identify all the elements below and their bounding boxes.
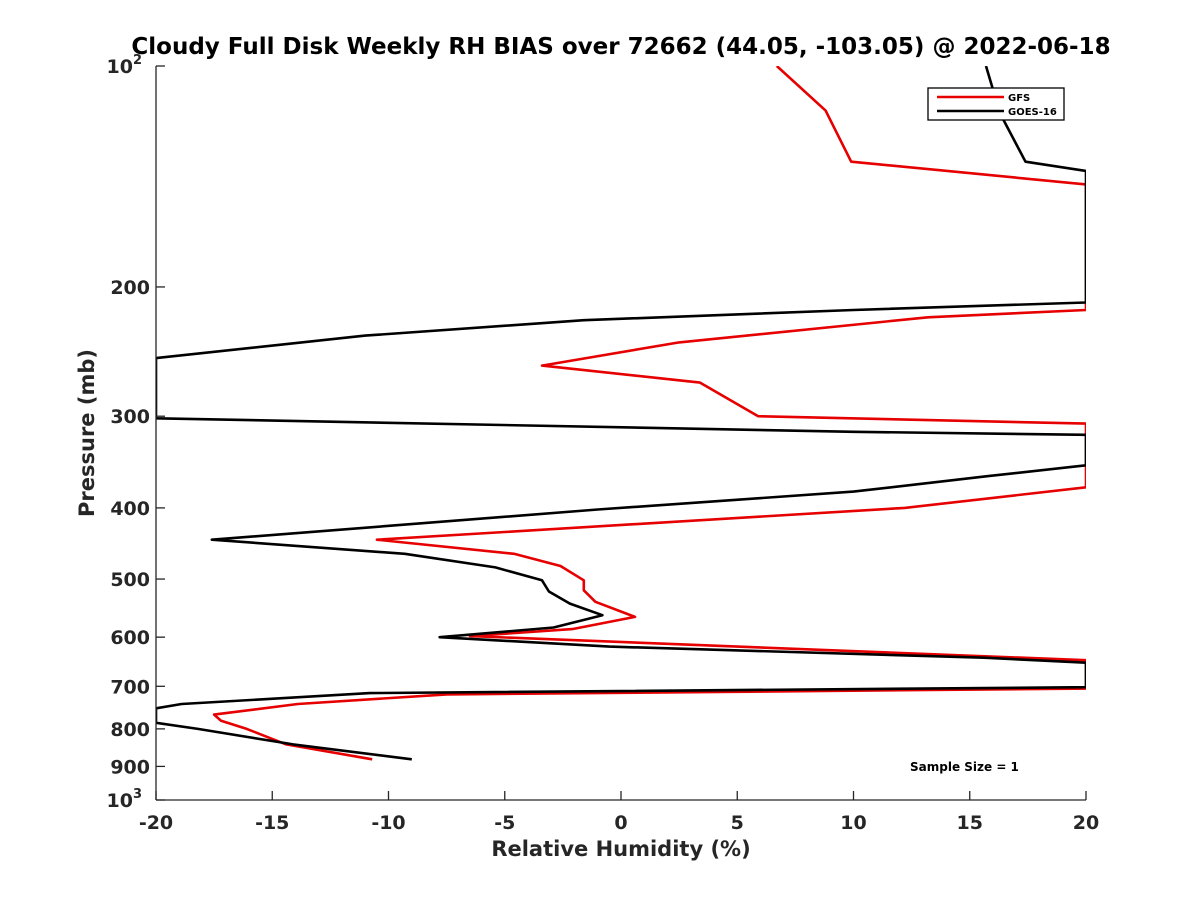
axis-layer: -20 -15 -10 -5 0 5 10 15 20 102 200 300 400 500 600 700… [107, 53, 1100, 834]
x-tick-label: 0 [614, 812, 627, 834]
legend-label-gfs: GFS [1008, 93, 1030, 104]
x-tick-label: 20 [1073, 812, 1099, 834]
y-axis-label: Pressure (mb) [75, 349, 99, 517]
series-line-goes16 [156, 66, 1086, 761]
y-tick-label: 103 [107, 787, 143, 812]
y-tick-label: 800 [110, 719, 150, 741]
legend-label-goes16: GOES-16 [1008, 107, 1057, 118]
y-tick-label: 600 [110, 627, 150, 649]
x-tick-label: -10 [371, 812, 405, 834]
x-tick-label: -20 [139, 812, 173, 834]
y-tick-label: 200 [110, 277, 150, 299]
y-tick-label: 900 [110, 756, 150, 778]
sample-size-annotation: Sample Size = 1 [910, 760, 1019, 774]
plot-area: -20 -15 -10 -5 0 5 10 15 20 102 200 300 400 500 600 700… [107, 53, 1100, 834]
y-tick-label: 102 [107, 53, 143, 78]
y-tick-label: 700 [110, 676, 150, 698]
legend-box [927, 87, 1065, 121]
x-tick-label: -15 [255, 812, 289, 834]
series-line-gfs [212, 66, 1086, 761]
x-tick-label: 5 [731, 812, 744, 834]
y-tick-label: 300 [110, 406, 150, 428]
x-tick-label: -5 [494, 812, 515, 834]
chart-title: Cloudy Full Disk Weekly RH BIAS over 726… [131, 34, 1110, 60]
y-tick-label: 400 [110, 498, 150, 520]
x-tick-label: 15 [957, 812, 983, 834]
y-tick-label: 500 [110, 569, 150, 591]
x-tick-label: 10 [840, 812, 866, 834]
legend: GFS GOES-16 [927, 87, 1065, 121]
series-layer [156, 66, 1086, 761]
x-axis-label: Relative Humidity (%) [491, 837, 750, 861]
